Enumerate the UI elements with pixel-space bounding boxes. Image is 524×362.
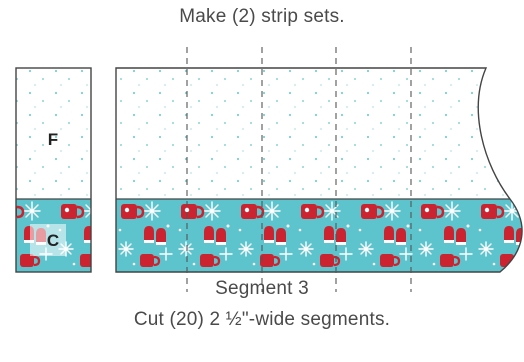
strip-set bbox=[115, 67, 523, 273]
single-strip: F C bbox=[15, 67, 92, 273]
segment-label: Segment 3 bbox=[215, 278, 309, 299]
instruction-title: Make (2) strip sets. bbox=[179, 6, 345, 27]
fabric-letter-top: F bbox=[48, 130, 58, 149]
cut-lines bbox=[186, 47, 412, 292]
fabric-letter-bottom: C bbox=[47, 231, 59, 250]
cut-instruction: Cut (20) 2 ½"-wide segments. bbox=[133, 309, 391, 330]
